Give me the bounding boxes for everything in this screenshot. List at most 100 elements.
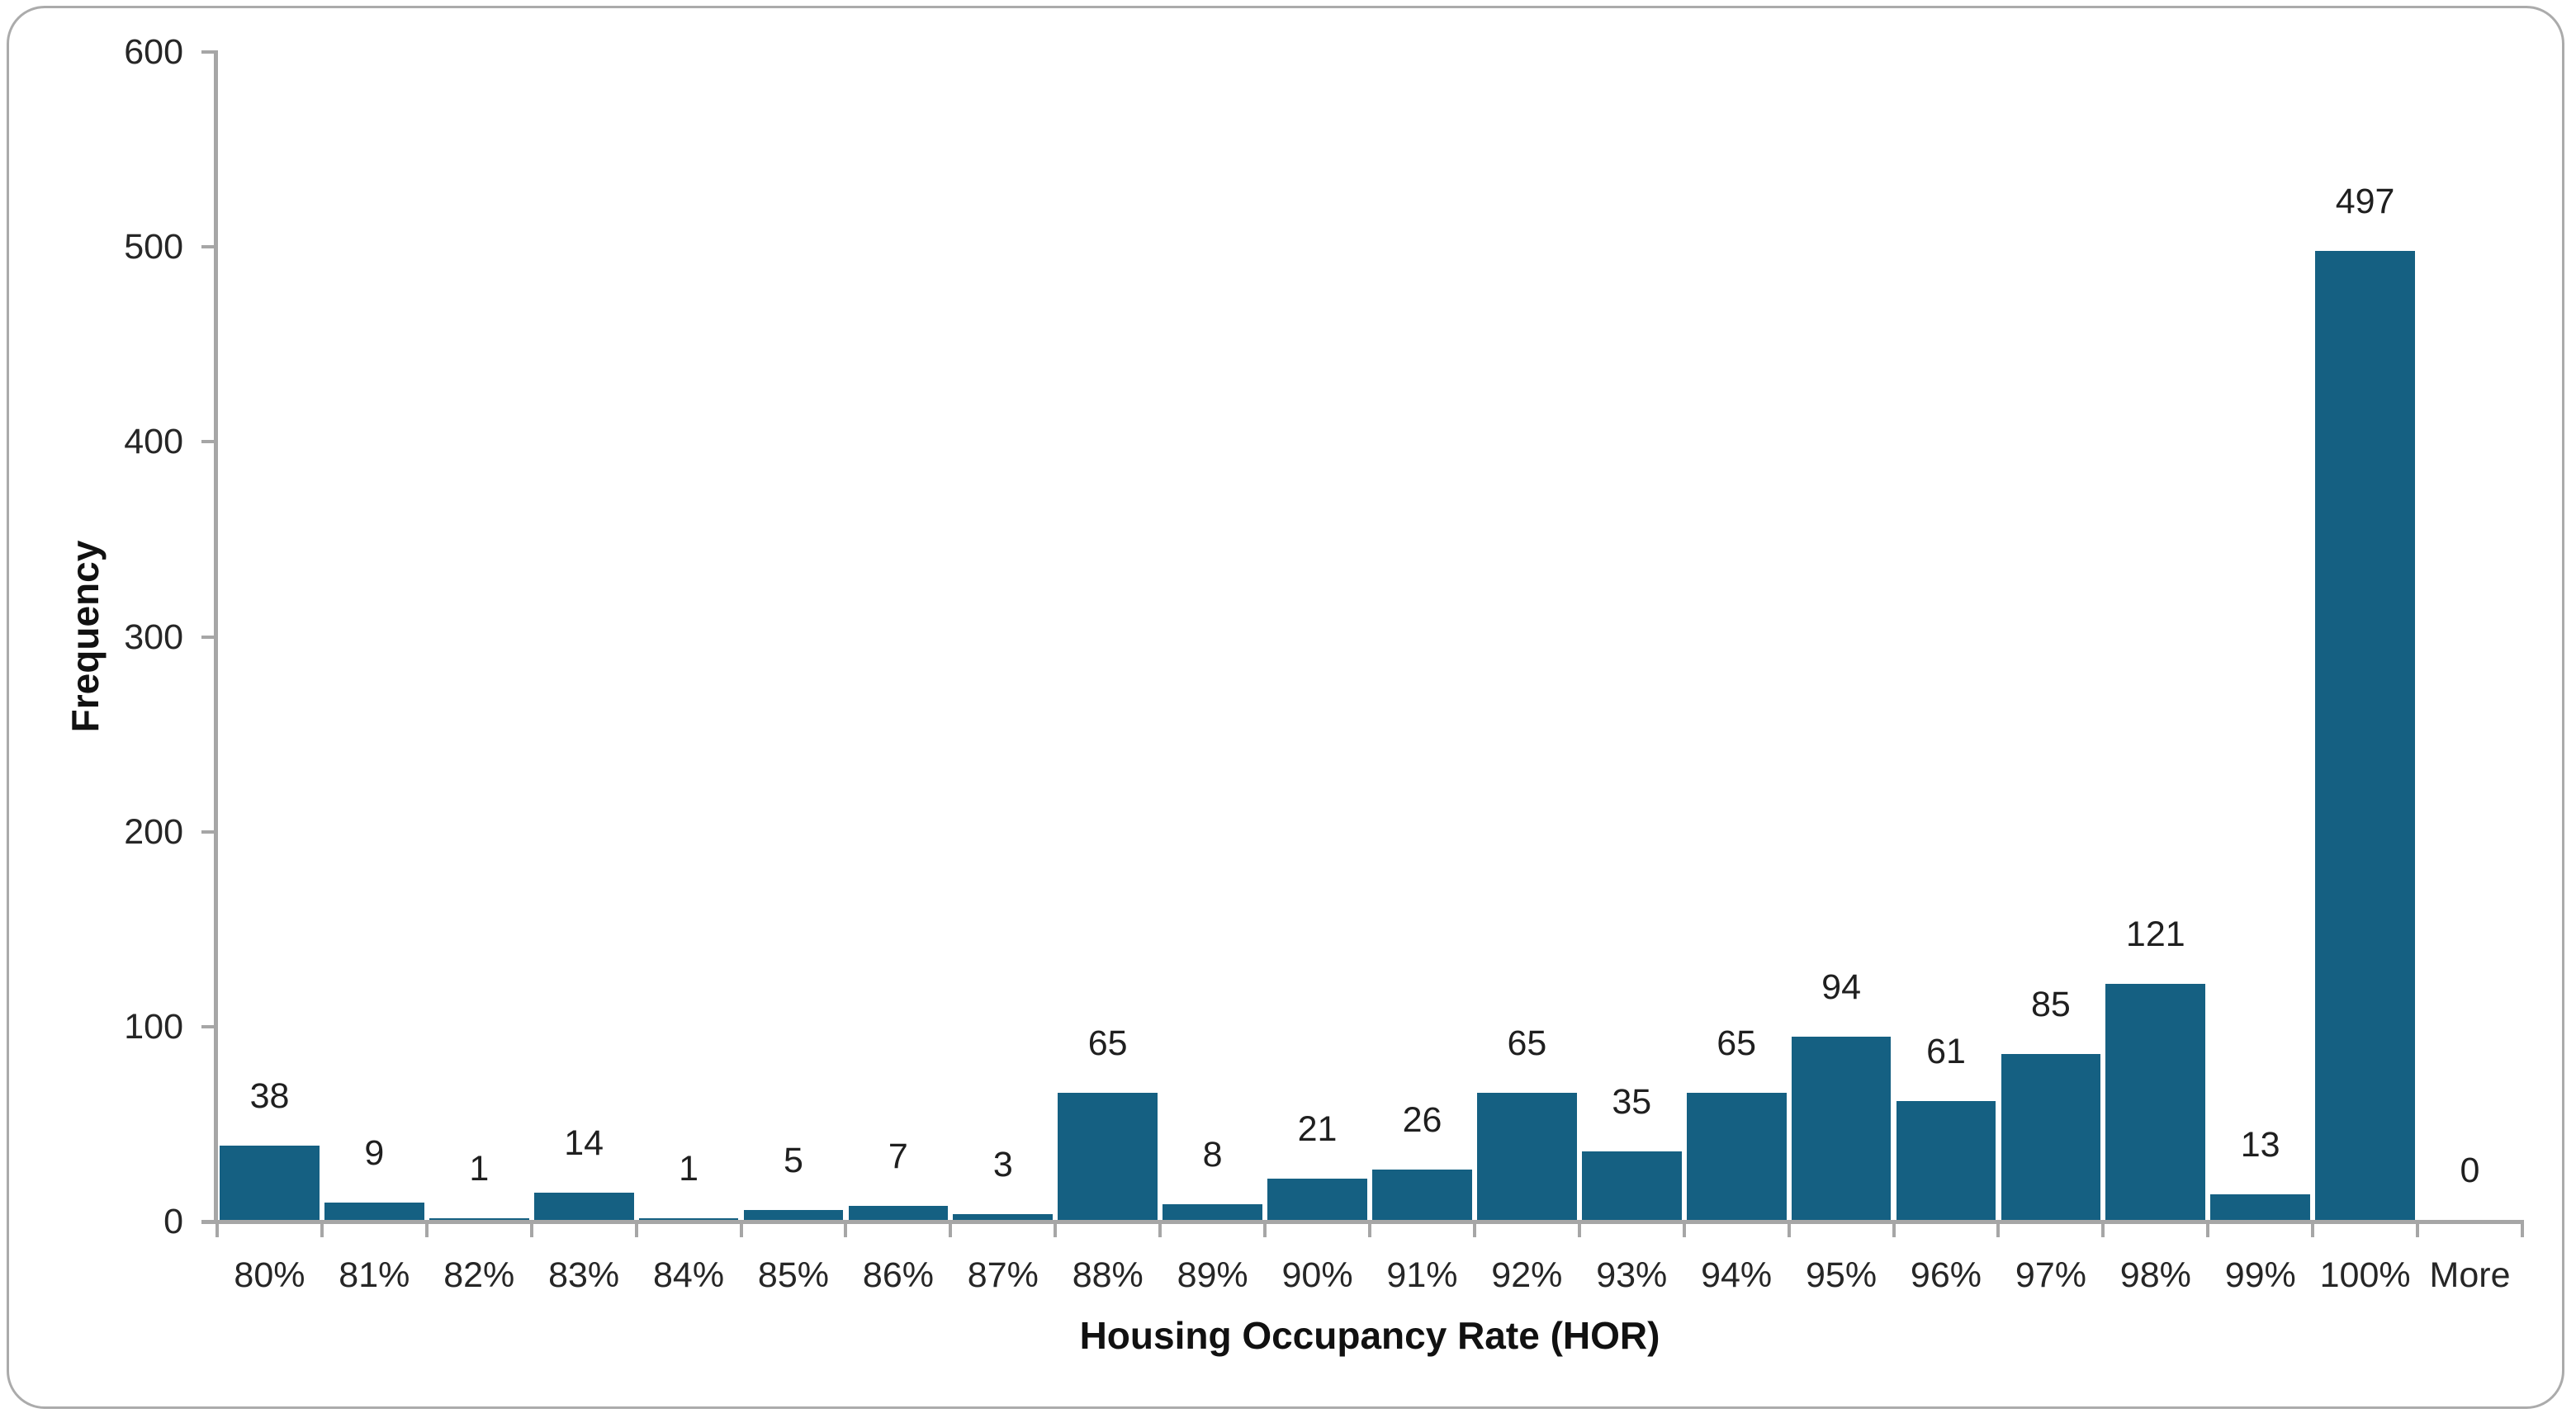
x-tick-mark <box>1472 1220 1476 1237</box>
y-tick-label: 100 <box>124 1006 183 1047</box>
bar-value-label: 94 <box>1821 967 1862 1007</box>
bar-value-label: 65 <box>1087 1023 1128 1063</box>
x-tick-mark <box>2416 1220 2420 1237</box>
y-tick-mark <box>201 440 217 444</box>
y-tick-mark <box>201 1024 217 1028</box>
x-category-label: 89% <box>1177 1255 1248 1295</box>
x-tick-mark <box>424 1220 429 1237</box>
y-tick-mark <box>201 50 217 54</box>
bar-86% <box>848 1206 949 1220</box>
x-tick-mark <box>739 1220 743 1237</box>
x-tick-mark <box>949 1220 953 1237</box>
y-tick-mark <box>201 1220 217 1223</box>
x-category-label: 95% <box>1806 1255 1878 1295</box>
y-tick-mark <box>201 830 217 834</box>
bar-value-label: 61 <box>1926 1032 1966 1071</box>
x-tick-mark <box>2311 1220 2315 1237</box>
bar-80% <box>220 1146 320 1220</box>
bar-value-label: 0 <box>2460 1151 2480 1190</box>
x-category-label: 90% <box>1281 1255 1353 1295</box>
bar-value-label: 35 <box>1612 1082 1652 1122</box>
bar-99% <box>2210 1194 2311 1220</box>
bar-81% <box>324 1203 424 1220</box>
bar-85% <box>743 1210 844 1220</box>
bar-82% <box>429 1218 529 1220</box>
y-tick-mark <box>201 245 217 249</box>
bar-97% <box>2001 1054 2101 1220</box>
y-tick-label: 0 <box>163 1202 183 1241</box>
x-category-label: More <box>2429 1255 2511 1295</box>
x-tick-mark <box>2206 1220 2210 1237</box>
bar-value-label: 9 <box>364 1133 385 1173</box>
x-category-label: 93% <box>1596 1255 1668 1295</box>
x-category-label: 96% <box>1910 1255 1982 1295</box>
y-tick-label: 600 <box>124 32 183 72</box>
y-tick-label: 500 <box>124 227 183 267</box>
x-axis-title: Housing Occupancy Rate (HOR) <box>1079 1314 1660 1357</box>
y-tick-mark <box>201 635 217 639</box>
x-tick-mark <box>1054 1220 1058 1237</box>
x-tick-mark <box>844 1220 848 1237</box>
x-tick-mark <box>1996 1220 2001 1237</box>
x-tick-mark <box>1787 1220 1791 1237</box>
bar-value-label: 38 <box>249 1076 290 1116</box>
bar-96% <box>1896 1101 1996 1220</box>
bar-value-label: 8 <box>1202 1135 1223 1175</box>
x-category-label: 87% <box>967 1255 1039 1295</box>
x-tick-mark <box>1682 1220 1686 1237</box>
bar-value-label: 1 <box>469 1149 490 1189</box>
x-category-label: 85% <box>757 1255 829 1295</box>
bar-88% <box>1058 1093 1158 1220</box>
x-category-label: 100% <box>2319 1255 2411 1295</box>
x-category-label: 94% <box>1701 1255 1773 1295</box>
bar-value-label: 1 <box>679 1149 699 1189</box>
x-category-label: 92% <box>1491 1255 1563 1295</box>
x-tick-mark <box>2101 1220 2105 1237</box>
bar-90% <box>1267 1179 1367 1220</box>
x-category-label: 91% <box>1386 1255 1458 1295</box>
x-tick-mark <box>1158 1220 1163 1237</box>
bar-94% <box>1686 1093 1787 1220</box>
bar-value-label: 497 <box>2335 182 2395 221</box>
bar-value-label: 14 <box>564 1123 604 1163</box>
bar-value-label: 65 <box>1507 1023 1547 1063</box>
x-tick-mark <box>1577 1220 1581 1237</box>
x-tick-mark <box>1892 1220 1896 1237</box>
bar-95% <box>1791 1037 1892 1220</box>
x-tick-mark <box>529 1220 533 1237</box>
bar-value-label: 3 <box>992 1145 1013 1184</box>
x-tick-mark <box>634 1220 638 1237</box>
y-tick-label: 400 <box>124 422 183 462</box>
bar-84% <box>638 1218 739 1220</box>
bar-value-label: 7 <box>888 1137 908 1176</box>
bar-value-label: 65 <box>1717 1023 1757 1063</box>
bar-value-label: 85 <box>2030 985 2071 1024</box>
x-category-label: 97% <box>2015 1255 2086 1295</box>
x-category-label: 82% <box>443 1255 515 1295</box>
bar-value-label: 121 <box>2125 915 2185 954</box>
x-tick-mark <box>1368 1220 1371 1237</box>
bar-value-label: 26 <box>1402 1100 1442 1140</box>
x-category-label: 99% <box>2224 1255 2296 1295</box>
bar-93% <box>1581 1151 1682 1220</box>
bar-92% <box>1476 1093 1577 1220</box>
bar-98% <box>2105 984 2206 1220</box>
bar-value-label: 21 <box>1297 1109 1338 1149</box>
bar-83% <box>533 1193 634 1220</box>
bar-91% <box>1372 1170 1472 1220</box>
x-axis-line <box>201 1220 2524 1224</box>
x-tick-mark <box>320 1220 324 1237</box>
bar-89% <box>1163 1204 1263 1220</box>
x-tick-mark <box>2521 1220 2524 1237</box>
bar-100% <box>2315 251 2416 1220</box>
bar-value-label: 13 <box>2240 1125 2280 1165</box>
x-tick-mark <box>1263 1220 1267 1237</box>
y-axis-title: Frequency <box>64 540 107 733</box>
x-category-label: 98% <box>2119 1255 2191 1295</box>
y-tick-label: 300 <box>124 617 183 657</box>
x-category-label: 86% <box>862 1255 934 1295</box>
x-category-label: 81% <box>339 1255 410 1295</box>
bar-value-label: 5 <box>784 1141 803 1180</box>
x-category-label: 84% <box>653 1255 725 1295</box>
